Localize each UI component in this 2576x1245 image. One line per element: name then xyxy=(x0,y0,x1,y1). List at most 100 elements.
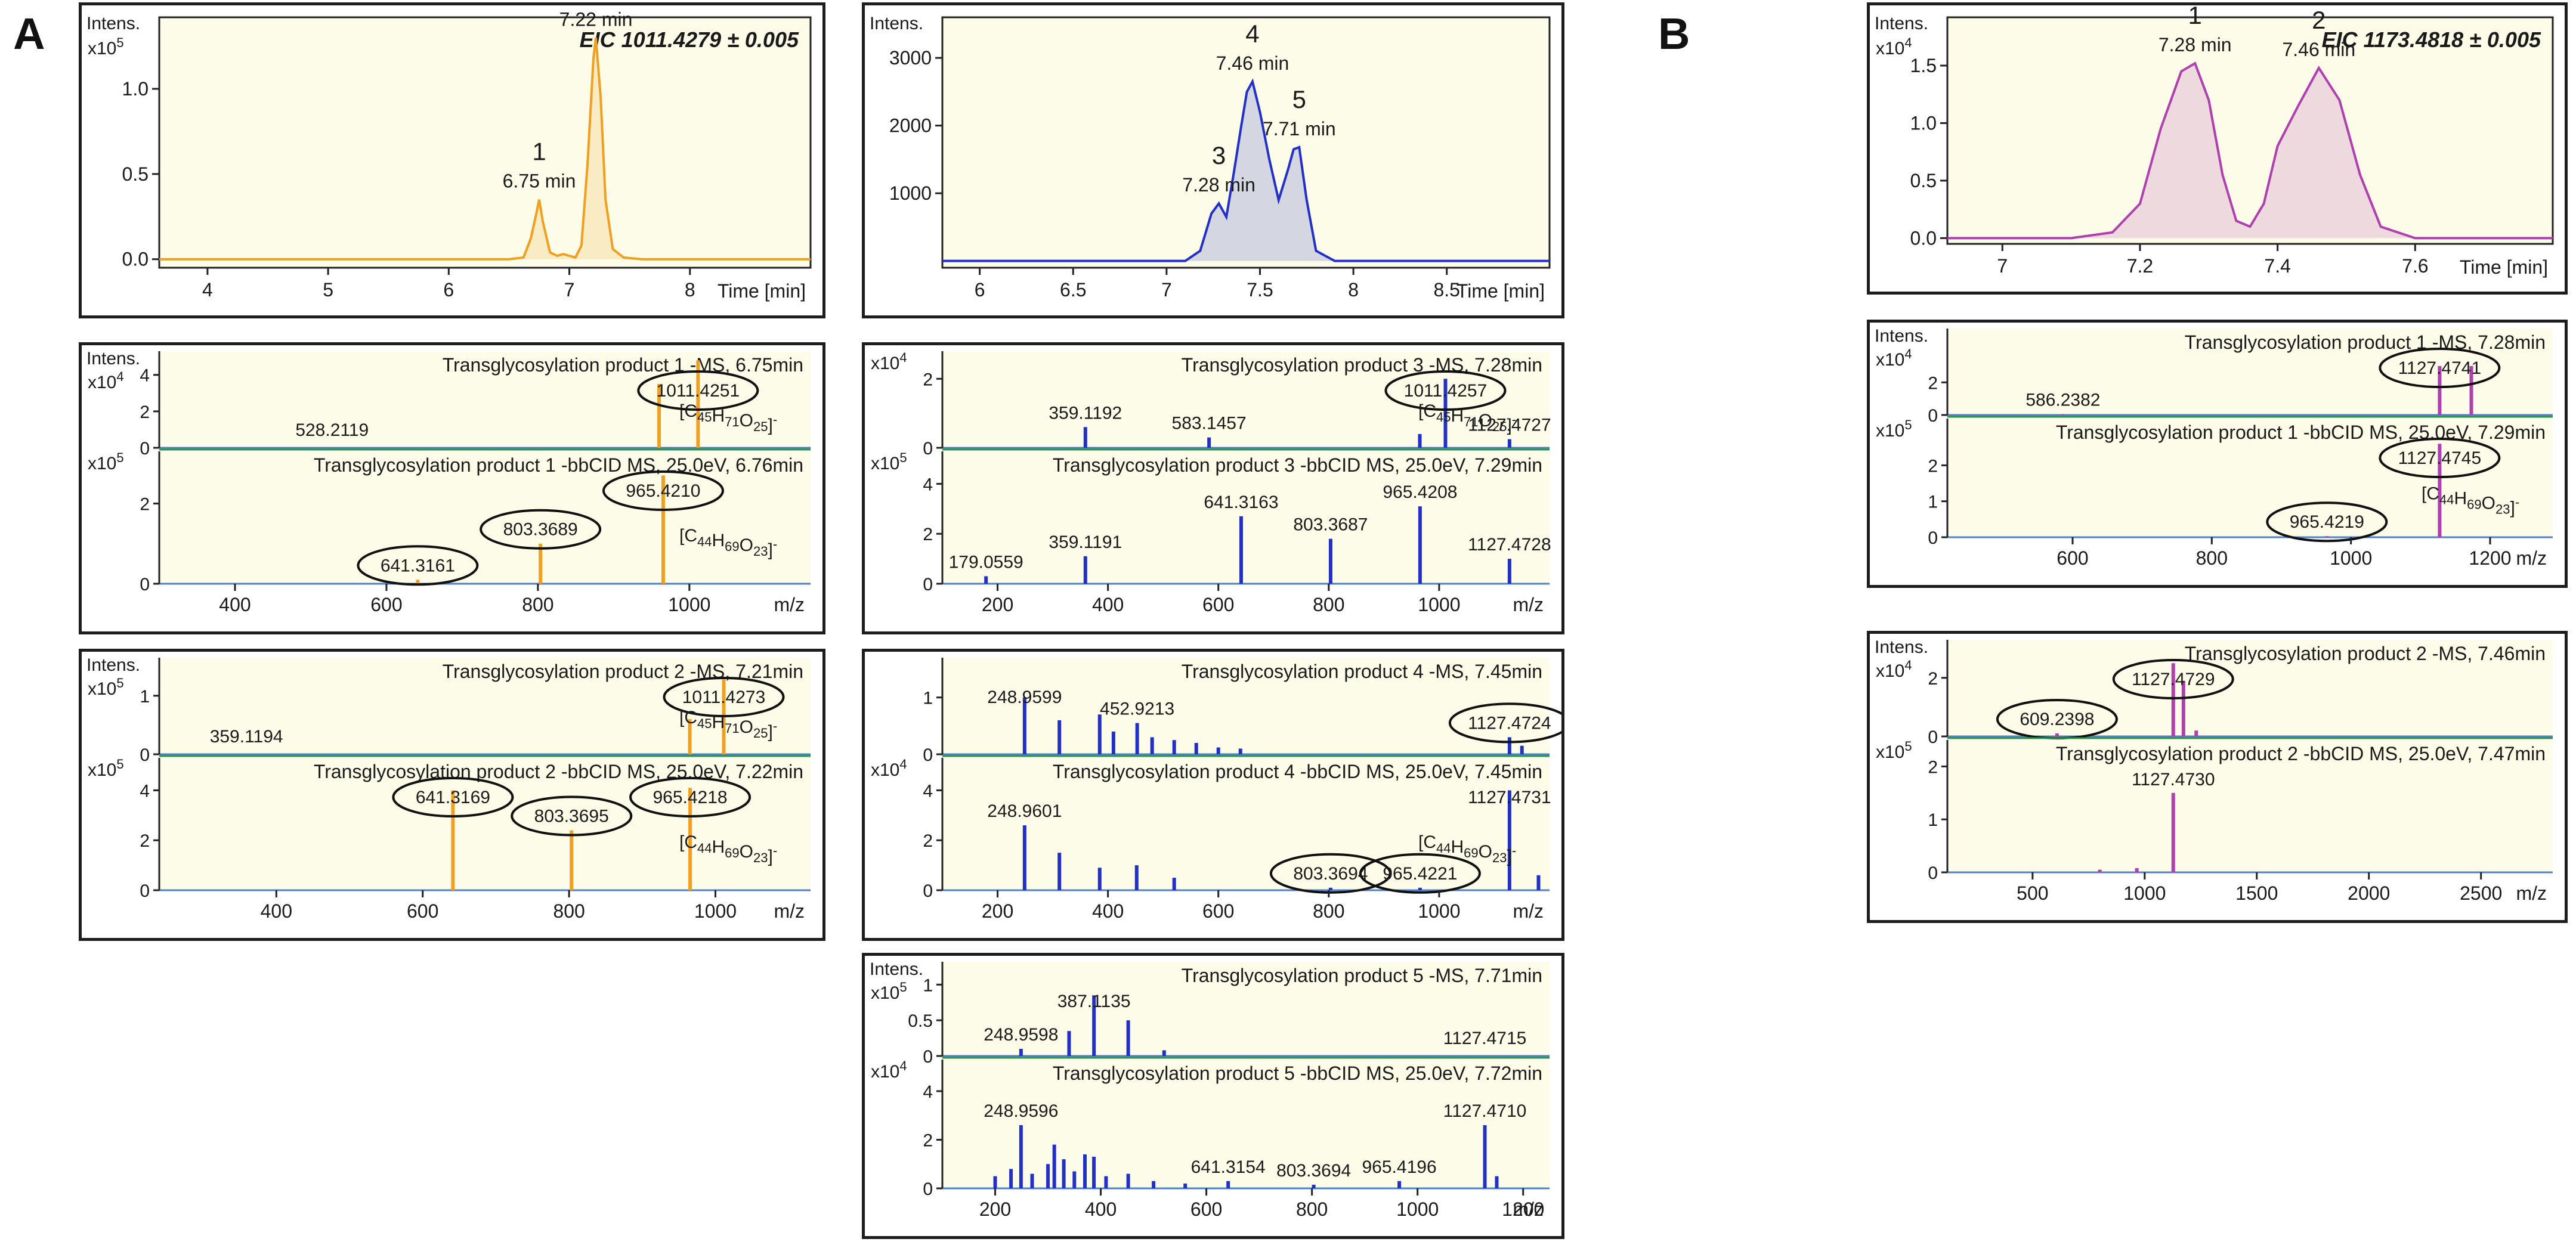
series-line xyxy=(942,78,1550,262)
peak-time-label: 7.46 min xyxy=(2282,39,2355,60)
y-axis-label: Intens. xyxy=(1875,14,1928,33)
y-tick-label: 0 xyxy=(923,1179,933,1199)
x-tick-label: 200 xyxy=(982,900,1013,922)
peak-mz-label: 179.0559 xyxy=(949,552,1023,572)
peak-highlight-ellipse xyxy=(629,777,752,817)
plot-area xyxy=(1947,329,2553,415)
plot-area xyxy=(159,451,811,584)
plot-area xyxy=(158,16,812,269)
y-tick-label: 2000 xyxy=(889,115,932,137)
x-tick-label: 8.5 xyxy=(1433,279,1459,301)
chart-b-ms-product-2: 0 2 Intens. x104 Transglycosylation product … xyxy=(1867,631,2568,923)
peak-mz-label: 965.4210 xyxy=(626,481,700,501)
y-tick-label: 1.0 xyxy=(122,78,149,100)
peak-highlight-ellipse xyxy=(637,370,759,411)
peak-mz-label: 1011.4257 xyxy=(1404,381,1488,401)
y-tick-label: 2 xyxy=(140,831,150,851)
x-tick-label: 400 xyxy=(261,900,292,922)
plot-area xyxy=(1947,640,2553,736)
spectrum-title: Transglycosylation product 4 -MS, 7.45mi… xyxy=(1182,661,1542,682)
spectrum-title: Transglycosylation product 5 -MS, 7.71mi… xyxy=(1182,965,1542,986)
series-line xyxy=(1947,61,2553,240)
chart-a-ms-product-2: 0 1 Intens. x105 Transglycosylation product … xyxy=(79,649,825,941)
ion-formula: [C45H71O25]- xyxy=(1418,401,1516,435)
y-tick-label: 0 xyxy=(140,745,150,765)
spectrum-title: Transglycosylation product 2 -bbCID MS, … xyxy=(2056,743,2546,764)
y-exponent: x105 xyxy=(88,757,124,780)
peak-mz-label: 965.4218 xyxy=(652,788,727,807)
x-tick-label: 400 xyxy=(219,594,251,615)
y-tick-label: 0 xyxy=(1928,528,1938,548)
panel-label-a: A xyxy=(13,9,45,58)
plot-area xyxy=(942,1060,1550,1188)
plot-area xyxy=(159,658,811,754)
x-tick-label: 600 xyxy=(1202,900,1234,922)
peak-time-label: 7.71 min xyxy=(1263,118,1336,140)
x-tick-label: 7 xyxy=(1997,255,2008,277)
peak-number-label: 2 xyxy=(2312,6,2325,34)
y-axis-label: Intens. xyxy=(86,349,140,368)
peak-highlight-ellipse xyxy=(480,509,602,550)
y-exponent: x104 xyxy=(88,369,124,392)
peak-mz-label: 1127.4741 xyxy=(2398,358,2482,378)
peak-mz-label: 1127.4729 xyxy=(2132,670,2215,689)
peak-mz-label: 641.3154 xyxy=(1191,1157,1266,1177)
peak-mz-label: 1127.4745 xyxy=(2398,448,2482,468)
peak-mz-label: 803.3689 xyxy=(503,520,578,540)
x-tick-label: 7.5 xyxy=(1247,279,1273,301)
peak-highlight-ellipse xyxy=(1448,702,1561,744)
y-tick-label: 0 xyxy=(1928,863,1938,883)
y-tick-label: 2 xyxy=(140,494,150,514)
y-exponent: x104 xyxy=(1876,35,1912,58)
x-tick-label: 600 xyxy=(1202,594,1234,615)
plot-area xyxy=(159,351,811,448)
peak-mz-label: 803.3694 xyxy=(1276,1161,1351,1181)
chart-a-ms-product-1: 0 2 4 Intens. x104 Transglycosylation product… xyxy=(79,342,825,634)
x-tick-label: 800 xyxy=(2196,547,2228,569)
series-fill xyxy=(942,81,1550,261)
y-tick-label: 1.0 xyxy=(1910,112,1937,134)
chart-svg: 4 5 6 7 8 0.0 0.5 1.0 Intens. x105 Time [min] EIC 1… xyxy=(86,8,812,302)
y-tick-label: 1 xyxy=(1928,810,1938,830)
y-tick-label: 0.0 xyxy=(122,249,149,270)
y-tick-label: 0 xyxy=(923,1047,933,1067)
peak-mz-label: 452.9213 xyxy=(1100,699,1174,719)
y-exponent: x104 xyxy=(871,1058,907,1082)
peak-mz-label: 965.4219 xyxy=(2290,512,2364,532)
x-tick-label: 7 xyxy=(1161,279,1172,301)
y-tick-label: 0.0 xyxy=(1910,227,1937,249)
spectrum-title: Transglycosylation product 1 -MS, 7.28mi… xyxy=(2185,332,2546,353)
peak-number-label: 1 xyxy=(2188,5,2202,29)
series-line xyxy=(159,38,811,261)
ion-formula: [C44H69O23]- xyxy=(679,832,777,866)
spectrum-title: Transglycosylation product 1 -MS, 6.75mi… xyxy=(443,354,803,376)
y-exponent: x105 xyxy=(1876,417,1912,441)
y-tick-label: 0 xyxy=(140,439,150,459)
peak-mz-label: 1127.4727 xyxy=(1468,416,1551,435)
ion-formula: [C44H69O23]- xyxy=(679,526,777,560)
peak-mz-label: 1127.4724 xyxy=(1468,713,1551,733)
chart-title: EIC 1011.4279 ± 0.005 xyxy=(580,27,799,52)
plot-area xyxy=(942,758,1550,890)
y-tick-label: 4 xyxy=(140,366,150,386)
spectrum-title: Transglycosylation product 2 -MS, 7.46mi… xyxy=(2185,643,2546,664)
chart-a-ms-product-3: 0 2 x104 Transglycosylation product 3 -MS, … xyxy=(862,342,1564,634)
x-tick-label: 1000 xyxy=(694,900,737,922)
peak-mz-label: 248.9598 xyxy=(984,1025,1058,1045)
spectrum-title: Transglycosylation product 5 -bbCID MS, … xyxy=(1053,1063,1542,1084)
chart-a-ms-product-5: 0 0.5 1 Intens. x105 Transglycosylation produ… xyxy=(862,953,1564,1239)
y-tick-label: 2 xyxy=(923,831,933,851)
x-tick-label: 1500 xyxy=(2235,882,2278,904)
x-tick-label: 200 xyxy=(982,594,1013,615)
y-exponent: x105 xyxy=(871,980,907,1003)
x-axis-label: Time [min] xyxy=(718,280,806,302)
ion-formula: [C44H69O23]- xyxy=(1418,832,1516,866)
x-axis-label: m/z xyxy=(774,594,805,615)
y-tick-label: 2 xyxy=(1928,669,1938,689)
x-tick-label: 7.4 xyxy=(2264,255,2290,277)
y-tick-label: 0 xyxy=(1928,406,1938,426)
y-tick-label: 1000 xyxy=(889,182,932,204)
x-tick-label: 400 xyxy=(1092,900,1124,922)
peak-highlight-ellipse xyxy=(357,545,479,586)
